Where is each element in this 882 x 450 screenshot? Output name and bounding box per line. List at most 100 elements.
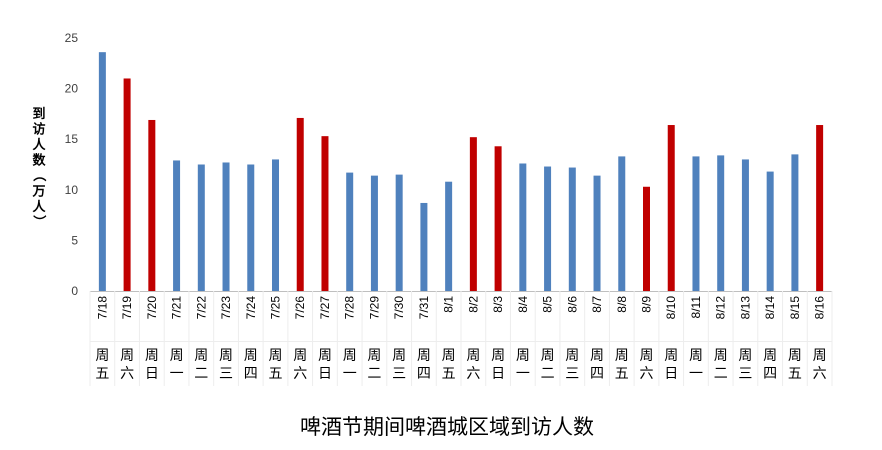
x-tick-label: 8/10 xyxy=(664,296,678,320)
weekday-label: 五 xyxy=(269,366,283,382)
weekday-label: 二 xyxy=(541,366,555,382)
weekday-label: 周 xyxy=(145,348,159,364)
x-tick-label: 8/16 xyxy=(813,296,827,320)
bar-7/24 xyxy=(247,164,255,291)
x-tick-label: 7/24 xyxy=(244,296,258,320)
weekday-label: 二 xyxy=(367,366,381,382)
bar-7/31 xyxy=(420,202,428,291)
x-tick-label: 7/26 xyxy=(293,296,307,320)
bar-7/28 xyxy=(346,172,354,291)
bar-8/5 xyxy=(544,166,552,291)
weekday-label: 周 xyxy=(95,348,109,364)
bar-7/27 xyxy=(321,136,329,291)
bar-8/1 xyxy=(445,181,453,291)
x-axis-weekday-labels: 周五周六周日周一周二周三周四周五周六周日周一周二周三周四周五周六周日周一周二周三… xyxy=(95,348,826,382)
y-tick-label: 10 xyxy=(65,183,79,197)
bar-8/9 xyxy=(643,186,650,291)
bar-8/11 xyxy=(692,156,700,291)
bar-8/8 xyxy=(618,156,626,291)
weekday-label: 周 xyxy=(565,348,579,364)
weekday-label: 六 xyxy=(466,366,480,382)
x-tick-label: 7/19 xyxy=(120,296,134,320)
weekday-label: 一 xyxy=(170,366,184,382)
bar-7/26 xyxy=(296,117,304,291)
weekday-label: 周 xyxy=(219,348,233,364)
category-table-grid xyxy=(89,291,833,386)
weekday-label: 三 xyxy=(738,366,752,382)
bar-8/13 xyxy=(741,159,749,291)
x-tick-label: 8/3 xyxy=(491,296,505,313)
weekday-label: 周 xyxy=(491,348,505,364)
weekday-label: 周 xyxy=(170,348,184,364)
y-axis-label-bracket: （ xyxy=(31,168,47,181)
weekday-label: 周 xyxy=(293,348,307,364)
weekday-label: 三 xyxy=(392,366,406,382)
weekday-label: 三 xyxy=(565,366,579,382)
bar-7/22 xyxy=(197,164,205,291)
bar-8/14 xyxy=(766,171,774,291)
weekday-label: 五 xyxy=(95,366,109,382)
bar-7/30 xyxy=(395,174,403,291)
bar-8/6 xyxy=(568,167,576,291)
x-tick-label: 7/22 xyxy=(194,296,208,320)
x-tick-label: 8/7 xyxy=(590,296,604,313)
x-axis-category-labels: 7/18 7/19 7/20 7/21 7/22 7/23 7/24 7/25 7/26 7/27… xyxy=(95,296,826,320)
bar-8/4 xyxy=(519,163,527,291)
weekday-label: 周 xyxy=(516,348,530,364)
y-tick-label: 25 xyxy=(65,31,79,45)
x-tick-label: 7/31 xyxy=(417,296,431,320)
chart-title: 啤酒节期间啤酒城区域到访人数 xyxy=(300,415,594,439)
weekday-label: 周 xyxy=(590,348,604,364)
bars xyxy=(98,52,824,291)
weekday-label: 四 xyxy=(244,366,258,382)
weekday-label: 周 xyxy=(541,348,555,364)
weekday-label: 周 xyxy=(194,348,208,364)
x-tick-label: 8/13 xyxy=(738,296,752,320)
bar-7/19 xyxy=(123,78,131,291)
weekday-label: 周 xyxy=(714,348,728,364)
y-tick-label: 5 xyxy=(71,233,78,247)
weekday-label: 二 xyxy=(714,366,728,382)
weekday-label: 周 xyxy=(738,348,752,364)
y-axis-label: 到访人数万人 xyxy=(31,107,46,215)
weekday-label: 周 xyxy=(615,348,629,364)
bar-8/7 xyxy=(593,175,601,291)
weekday-label: 五 xyxy=(615,366,629,382)
bar-8/16 xyxy=(816,125,824,291)
weekday-label: 周 xyxy=(813,348,827,364)
weekday-label: 周 xyxy=(269,348,283,364)
weekday-label: 周 xyxy=(442,348,456,364)
weekday-label: 周 xyxy=(763,348,777,364)
y-axis-label-bracket: ） xyxy=(31,215,47,228)
x-tick-label: 8/8 xyxy=(615,296,629,313)
x-tick-label: 8/11 xyxy=(689,296,703,319)
bar-7/25 xyxy=(272,159,279,291)
y-axis-ticks: 0 5 10 15 20 25 xyxy=(65,31,79,298)
weekday-label: 日 xyxy=(318,366,332,382)
x-tick-label: 7/23 xyxy=(219,296,233,320)
x-tick-label: 8/2 xyxy=(466,296,480,313)
bar-8/3 xyxy=(494,146,502,291)
weekday-label: 周 xyxy=(664,348,678,364)
weekday-label: 周 xyxy=(689,348,703,364)
bar-8/15 xyxy=(791,154,799,291)
weekday-label: 六 xyxy=(293,366,307,382)
bar-7/20 xyxy=(148,119,156,291)
y-tick-label: 15 xyxy=(65,132,79,146)
x-tick-label: 7/21 xyxy=(170,296,184,320)
x-tick-label: 7/25 xyxy=(269,296,283,320)
x-tick-label: 7/30 xyxy=(392,296,406,320)
bar-8/12 xyxy=(717,155,725,291)
x-tick-label: 8/14 xyxy=(763,296,777,320)
weekday-label: 四 xyxy=(590,366,604,382)
bar-7/18 xyxy=(98,52,106,291)
x-tick-label: 8/5 xyxy=(541,296,555,313)
weekday-label: 周 xyxy=(244,348,258,364)
weekday-label: 日 xyxy=(664,366,678,382)
weekday-label: 一 xyxy=(516,366,530,382)
bar-8/10 xyxy=(667,125,675,291)
weekday-label: 六 xyxy=(640,366,654,382)
weekday-label: 四 xyxy=(417,366,431,382)
bar-7/29 xyxy=(370,175,378,291)
